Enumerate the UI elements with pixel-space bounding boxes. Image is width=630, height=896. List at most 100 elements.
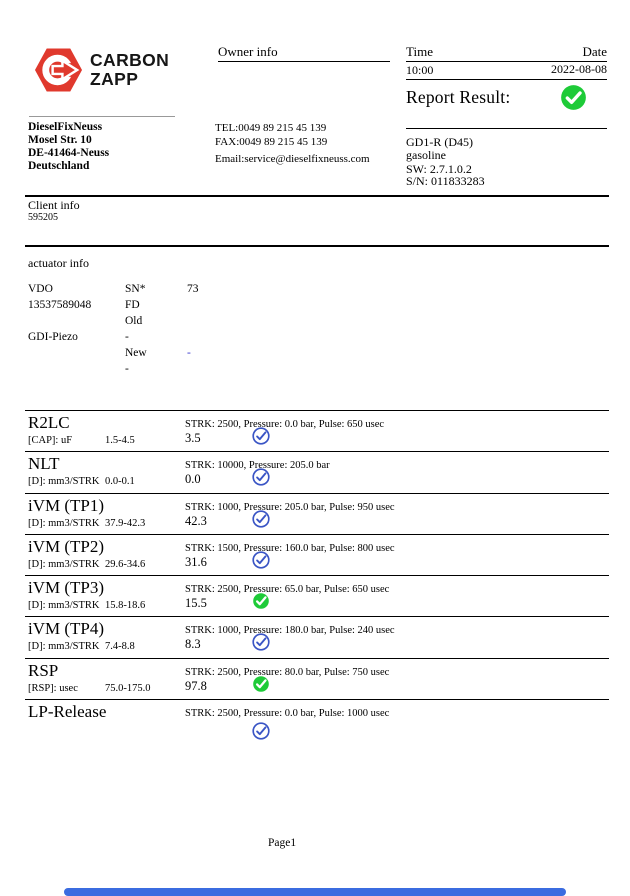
test-name: iVM (TP2)	[28, 536, 105, 556]
check-circle-icon	[252, 468, 270, 486]
test-section: iVM (TP2) STRK: 1500, Pressure: 160.0 ba…	[25, 533, 609, 575]
actuator-cell-field: -	[125, 331, 129, 343]
owner-fax: FAX:0049 89 215 45 139	[215, 136, 328, 148]
brand-line1: CARBON	[90, 50, 170, 70]
test-section: RSP STRK: 2500, Pressure: 80.0 bar, Puls…	[25, 657, 609, 699]
logo: CARBON ZAPP	[34, 47, 169, 93]
device-fuel: gasoline	[406, 148, 446, 162]
test-section: iVM (TP1) STRK: 1000, Pressure: 205.0 ba…	[25, 492, 609, 534]
actuator-table: VDO SN* 73 13537589048 FD Old GDI-Piezo …	[28, 281, 317, 377]
actuator-cell-brand	[28, 313, 125, 329]
owner-street: Mosel Str. 10	[28, 134, 92, 146]
owner-tel: TEL:0049 89 215 45 139	[215, 122, 327, 134]
actuator-row: GDI-Piezo -	[28, 329, 317, 345]
test-range: 29.6-34.6	[105, 558, 146, 570]
divider	[218, 61, 390, 62]
actuator-row: VDO SN* 73	[28, 281, 317, 297]
test-name: iVM (TP3)	[28, 578, 105, 598]
actuator-cell-brand: 13537589048	[28, 299, 92, 311]
actuator-cell-field: New	[125, 347, 147, 359]
actuator-cell-value: 73	[187, 283, 199, 295]
test-unit-label: [D]: mm3/STRK	[28, 641, 100, 653]
test-name: R2LC	[28, 413, 70, 432]
divider	[25, 195, 609, 197]
test-unit-label: [RSP]: usec	[28, 682, 78, 694]
actuator-cell-brand: VDO	[28, 283, 53, 295]
test-unit-label: [D]: mm3/STRK	[28, 476, 100, 488]
test-range: 1.5-4.5	[105, 435, 135, 446]
date-label: Date	[582, 44, 607, 59]
actuator-cell-field: Old	[125, 315, 143, 327]
actuator-info-label: actuator info	[28, 256, 89, 270]
page-number: Page1	[268, 837, 297, 849]
test-conditions: STRK: 2500, Pressure: 80.0 bar, Pulse: 7…	[185, 666, 390, 678]
test-name: LP-Release	[28, 702, 107, 722]
carbonzapp-logo-icon	[34, 48, 83, 92]
actuator-cell-brand	[28, 361, 125, 377]
owner-info-label: Owner info	[218, 44, 278, 59]
test-name: NLT	[28, 454, 60, 474]
test-unit-label: [CAP]: uF	[28, 435, 73, 446]
check-circle-icon	[252, 722, 270, 740]
owner-city: DE-41464-Neuss	[28, 147, 110, 159]
check-circle-icon	[252, 427, 270, 445]
test-value: 42.3	[185, 513, 207, 528]
time-label: Time	[406, 44, 433, 59]
device-model: GD1-R (D45)	[406, 135, 473, 149]
horizontal-scrollbar-thumb[interactable]	[64, 888, 566, 896]
actuator-cell-value	[187, 297, 317, 313]
test-value: 31.6	[185, 554, 207, 569]
test-value: 97.8	[185, 678, 207, 693]
actuator-cell-value	[187, 361, 317, 377]
divider	[406, 128, 607, 129]
actuator-cell-brand: GDI-Piezo	[28, 331, 78, 343]
test-unit-label: [D]: mm3/STRK	[28, 600, 100, 612]
test-conditions: STRK: 2500, Pressure: 65.0 bar, Pulse: 6…	[185, 584, 390, 596]
actuator-cell-value	[187, 313, 317, 329]
owner-email: Email:service@dieselfixneuss.com	[215, 153, 370, 165]
actuator-cell-field: SN*	[125, 283, 146, 295]
divider	[406, 61, 607, 62]
test-range: 37.9-42.3	[105, 517, 146, 529]
test-conditions: STRK: 1000, Pressure: 180.0 bar, Pulse: …	[185, 625, 395, 637]
owner-country: Deutschland	[28, 160, 90, 172]
report-result-label: Report Result:	[406, 87, 511, 107]
owner-name: DieselFixNeuss	[28, 121, 103, 133]
test-value: 0.0	[185, 472, 201, 487]
brand-name: CARBON ZAPP	[90, 51, 169, 89]
device-serial-number: S/N: 011833283	[406, 174, 485, 188]
actuator-row: Old	[28, 313, 317, 329]
test-range: 75.0-175.0	[105, 682, 151, 694]
actuator-cell-field: FD	[125, 299, 140, 311]
actuator-cell-brand	[28, 345, 125, 361]
actuator-cell-value	[187, 329, 317, 345]
test-unit-label: [D]: mm3/STRK	[28, 558, 100, 570]
divider	[29, 116, 175, 117]
brand-line2: ZAPP	[90, 69, 139, 89]
test-section: NLT STRK: 10000, Pressure: 205.0 bar [D]…	[25, 451, 609, 492]
test-conditions: STRK: 10000, Pressure: 205.0 bar	[185, 460, 330, 472]
divider	[25, 245, 609, 247]
check-circle-icon	[252, 675, 270, 693]
test-range: 0.0-0.1	[105, 476, 135, 488]
test-conditions: STRK: 1000, Pressure: 205.0 bar, Pulse: …	[185, 501, 395, 513]
test-unit-label: [D]: mm3/STRK	[28, 517, 100, 529]
test-conditions: STRK: 1500, Pressure: 160.0 bar, Pulse: …	[185, 542, 395, 554]
actuator-row: -	[28, 361, 317, 377]
divider	[406, 79, 607, 80]
test-conditions: STRK: 2500, Pressure: 0.0 bar, Pulse: 65…	[185, 419, 385, 430]
check-circle-icon	[252, 551, 270, 569]
date-value: 2022-08-08	[551, 62, 607, 76]
test-name: iVM (TP1)	[28, 495, 105, 515]
test-section: R2LC STRK: 2500, Pressure: 0.0 bar, Puls…	[25, 410, 609, 451]
check-circle-icon	[252, 592, 270, 610]
test-value: 3.5	[185, 431, 201, 445]
check-circle-icon	[252, 509, 270, 528]
test-range: 7.4-8.8	[105, 641, 135, 653]
check-circle-icon	[560, 84, 587, 111]
test-name: iVM (TP4)	[28, 619, 105, 639]
actuator-row: New -	[28, 345, 317, 361]
test-name: RSP	[28, 660, 59, 680]
client-info-label: Client info	[28, 198, 80, 212]
